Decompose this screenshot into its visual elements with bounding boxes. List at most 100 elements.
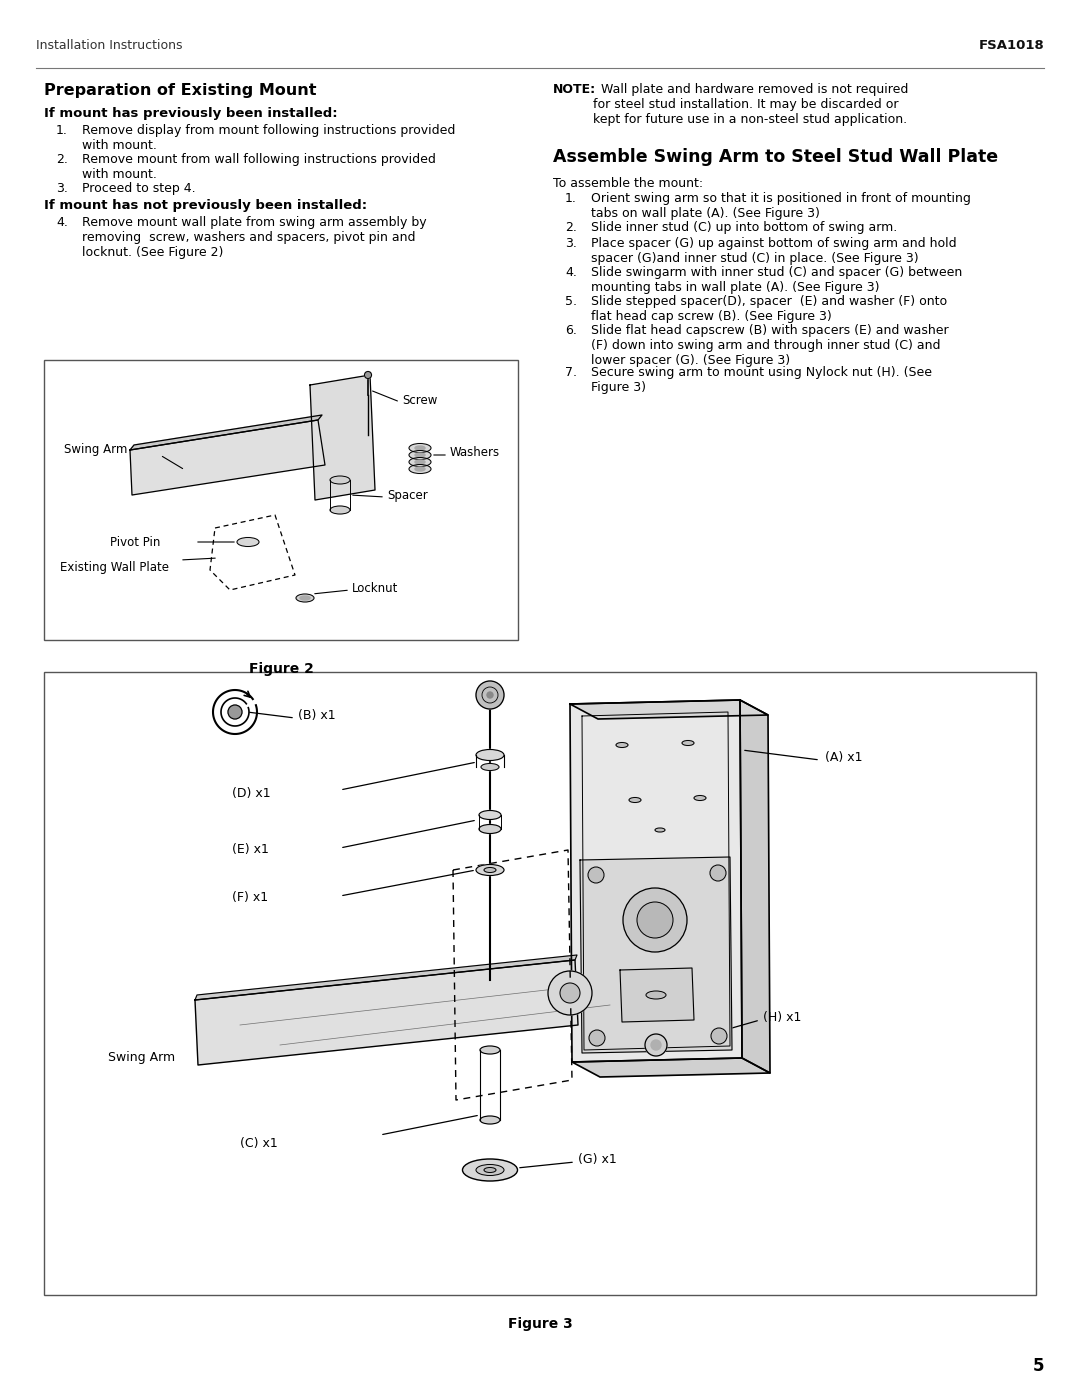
Circle shape bbox=[651, 1039, 661, 1051]
Text: (G) x1: (G) x1 bbox=[578, 1154, 617, 1166]
Ellipse shape bbox=[646, 990, 666, 999]
Circle shape bbox=[487, 692, 492, 698]
Circle shape bbox=[548, 971, 592, 1016]
Text: (D) x1: (D) x1 bbox=[232, 787, 271, 799]
Text: Slide inner stud (C) up into bottom of swing arm.: Slide inner stud (C) up into bottom of s… bbox=[591, 221, 897, 235]
Circle shape bbox=[228, 705, 242, 719]
Text: Remove mount wall plate from swing arm assembly by
removing  screw, washers and : Remove mount wall plate from swing arm a… bbox=[82, 217, 427, 258]
Ellipse shape bbox=[629, 798, 642, 802]
Ellipse shape bbox=[681, 740, 694, 746]
Circle shape bbox=[710, 865, 726, 882]
Polygon shape bbox=[580, 856, 732, 1053]
Bar bbox=[44, 360, 518, 640]
Polygon shape bbox=[195, 956, 577, 1000]
Text: 4.: 4. bbox=[56, 217, 68, 229]
Ellipse shape bbox=[409, 464, 431, 474]
Ellipse shape bbox=[300, 597, 310, 599]
Ellipse shape bbox=[409, 450, 431, 460]
Circle shape bbox=[589, 1030, 605, 1046]
Circle shape bbox=[365, 372, 372, 379]
Circle shape bbox=[645, 1034, 667, 1056]
Text: Slide swingarm with inner stud (C) and spacer (G) between
mounting tabs in wall : Slide swingarm with inner stud (C) and s… bbox=[591, 265, 962, 293]
Ellipse shape bbox=[415, 453, 426, 457]
Text: 5: 5 bbox=[1032, 1356, 1044, 1375]
Ellipse shape bbox=[480, 1116, 500, 1125]
Ellipse shape bbox=[476, 1165, 504, 1175]
Ellipse shape bbox=[480, 1046, 500, 1053]
Text: 1.: 1. bbox=[56, 124, 68, 137]
Ellipse shape bbox=[476, 865, 504, 876]
Polygon shape bbox=[570, 700, 742, 1062]
Circle shape bbox=[637, 902, 673, 937]
Ellipse shape bbox=[654, 828, 665, 833]
Text: If mount has previously been installed:: If mount has previously been installed: bbox=[44, 108, 338, 120]
Text: Pivot Pin: Pivot Pin bbox=[110, 535, 160, 549]
Text: 6.: 6. bbox=[565, 324, 577, 337]
Ellipse shape bbox=[480, 810, 501, 820]
Text: (A) x1: (A) x1 bbox=[825, 750, 863, 764]
Text: Assemble Swing Arm to Steel Stud Wall Plate: Assemble Swing Arm to Steel Stud Wall Pl… bbox=[553, 148, 998, 166]
Text: 2.: 2. bbox=[565, 221, 577, 235]
Ellipse shape bbox=[415, 467, 426, 471]
Text: Screw: Screw bbox=[402, 394, 437, 407]
Text: Remove mount from wall following instructions provided
with mount.: Remove mount from wall following instruc… bbox=[82, 154, 436, 182]
Circle shape bbox=[711, 1028, 727, 1044]
Ellipse shape bbox=[415, 446, 426, 450]
Circle shape bbox=[588, 868, 604, 883]
Text: (E) x1: (E) x1 bbox=[232, 844, 269, 856]
Text: Slide flat head capscrew (B) with spacers (E) and washer
(F) down into swing arm: Slide flat head capscrew (B) with spacer… bbox=[591, 324, 948, 367]
Text: (F) x1: (F) x1 bbox=[232, 891, 268, 904]
Text: Locknut: Locknut bbox=[352, 581, 399, 595]
Polygon shape bbox=[130, 420, 325, 495]
Polygon shape bbox=[310, 374, 375, 500]
Text: Wall plate and hardware removed is not required
for steel stud installation. It : Wall plate and hardware removed is not r… bbox=[593, 82, 908, 126]
Text: Remove display from mount following instructions provided
with mount.: Remove display from mount following inst… bbox=[82, 124, 456, 152]
Text: 1.: 1. bbox=[565, 191, 577, 205]
Polygon shape bbox=[195, 960, 578, 1065]
Text: Figure 2: Figure 2 bbox=[248, 662, 313, 676]
Polygon shape bbox=[572, 1058, 770, 1077]
Circle shape bbox=[623, 888, 687, 951]
Text: 3.: 3. bbox=[565, 237, 577, 250]
Bar bbox=[44, 672, 1036, 1295]
Text: Slide stepped spacer(D), spacer  (E) and washer (F) onto
flat head cap screw (B): Slide stepped spacer(D), spacer (E) and … bbox=[591, 295, 947, 323]
Ellipse shape bbox=[476, 750, 504, 760]
Text: If mount has not previously been installed:: If mount has not previously been install… bbox=[44, 198, 367, 212]
Ellipse shape bbox=[616, 742, 627, 747]
Text: 2.: 2. bbox=[56, 154, 68, 166]
Ellipse shape bbox=[409, 457, 431, 467]
Ellipse shape bbox=[484, 868, 496, 873]
Polygon shape bbox=[570, 700, 768, 719]
Text: To assemble the mount:: To assemble the mount: bbox=[553, 177, 703, 190]
Ellipse shape bbox=[480, 824, 501, 834]
Ellipse shape bbox=[330, 506, 350, 514]
Polygon shape bbox=[740, 700, 770, 1073]
Ellipse shape bbox=[409, 443, 431, 453]
Ellipse shape bbox=[237, 538, 259, 546]
Circle shape bbox=[561, 983, 580, 1003]
Polygon shape bbox=[130, 415, 322, 450]
Text: Figure 3: Figure 3 bbox=[508, 1317, 572, 1331]
Polygon shape bbox=[620, 968, 694, 1023]
Text: 7.: 7. bbox=[565, 366, 577, 379]
Text: Proceed to step 4.: Proceed to step 4. bbox=[82, 182, 195, 196]
Text: Orient swing arm so that it is positioned in front of mounting
tabs on wall plat: Orient swing arm so that it is positione… bbox=[591, 191, 971, 219]
Text: Swing Arm: Swing Arm bbox=[108, 1052, 175, 1065]
Text: Washers: Washers bbox=[450, 447, 500, 460]
Ellipse shape bbox=[415, 460, 426, 464]
Text: (B) x1: (B) x1 bbox=[298, 710, 336, 722]
Ellipse shape bbox=[484, 1168, 496, 1172]
Text: (H) x1: (H) x1 bbox=[762, 1011, 801, 1024]
Ellipse shape bbox=[481, 764, 499, 771]
Text: 5.: 5. bbox=[565, 295, 577, 307]
Text: Place spacer (G) up against bottom of swing arm and hold
spacer (G)and inner stu: Place spacer (G) up against bottom of sw… bbox=[591, 237, 957, 265]
Text: Installation Instructions: Installation Instructions bbox=[36, 39, 183, 52]
Ellipse shape bbox=[330, 476, 350, 483]
Circle shape bbox=[476, 680, 504, 710]
Text: Spacer: Spacer bbox=[387, 489, 428, 502]
Text: Existing Wall Plate: Existing Wall Plate bbox=[60, 562, 168, 574]
Text: 3.: 3. bbox=[56, 182, 68, 196]
Text: Swing Arm: Swing Arm bbox=[64, 443, 127, 457]
Ellipse shape bbox=[462, 1160, 517, 1180]
Text: NOTE:: NOTE: bbox=[553, 82, 596, 96]
